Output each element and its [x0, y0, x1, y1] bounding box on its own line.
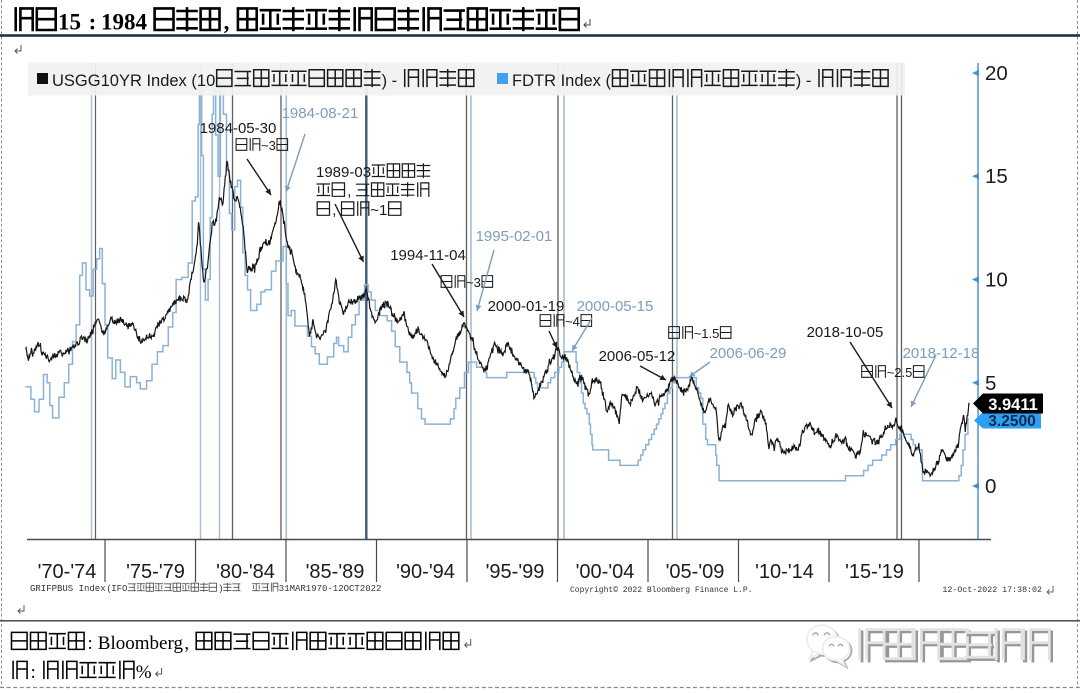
svg-text:2018-10-05: 2018-10-05	[807, 324, 884, 341]
svg-text:'90-'94: '90-'94	[396, 561, 455, 583]
svg-text:15: 15	[58, 10, 81, 35]
svg-text:1995-02-01: 1995-02-01	[476, 228, 553, 245]
svg-text:'85-'89: '85-'89	[306, 561, 365, 583]
svg-text::: :	[31, 662, 36, 683]
svg-text:12-Oct-2022 17:38:02: 12-Oct-2022 17:38:02	[942, 586, 1042, 595]
svg-text:~1.5: ~1.5	[694, 326, 720, 341]
svg-text:Copyright© 2022 Bloomberg Fina: Copyright© 2022 Bloomberg Finance L.P.	[570, 586, 752, 595]
svg-text:%: %	[136, 662, 152, 683]
svg-text:10: 10	[985, 269, 1008, 292]
svg-text:) -: ) -	[382, 72, 398, 90]
svg-text:,: ,	[347, 183, 351, 200]
svg-text:1984: 1984	[101, 10, 148, 35]
svg-text:~1: ~1	[370, 202, 387, 219]
svg-text:3.9411: 3.9411	[988, 396, 1038, 414]
svg-text:1989-03: 1989-03	[316, 164, 371, 181]
svg-text:20: 20	[985, 62, 1008, 85]
svg-text:'15-'19: '15-'19	[845, 561, 904, 583]
svg-text::: :	[89, 10, 97, 35]
svg-text:2006-06-29: 2006-06-29	[710, 345, 787, 362]
svg-text:USGG10YR Index (10: USGG10YR Index (10	[52, 72, 215, 90]
svg-text:Bloomberg: Bloomberg	[98, 633, 184, 654]
svg-text:~3: ~3	[466, 275, 481, 290]
svg-text:'00-'04: '00-'04	[576, 561, 635, 583]
svg-text:(: (	[106, 584, 111, 594]
svg-text:GRIFPBUS Index: GRIFPBUS Index	[30, 584, 106, 594]
svg-text:): )	[218, 584, 223, 594]
svg-text:FDTR Index (: FDTR Index (	[512, 72, 612, 90]
svg-text:,: ,	[332, 202, 336, 219]
svg-text:'75-'79: '75-'79	[126, 561, 185, 583]
svg-text:2000-01-19: 2000-01-19	[488, 298, 565, 315]
svg-text:IFO: IFO	[111, 584, 127, 594]
svg-text:~4: ~4	[565, 314, 580, 329]
svg-text::: :	[88, 633, 93, 654]
svg-text:2000-05-15: 2000-05-15	[577, 298, 654, 315]
svg-text:1994-11-04: 1994-11-04	[390, 247, 466, 264]
svg-text:'80-'84: '80-'84	[216, 561, 275, 583]
svg-text:~2.5: ~2.5	[887, 365, 913, 380]
svg-text:31MAR1970-12OCT2022: 31MAR1970-12OCT2022	[279, 584, 382, 594]
svg-text:) -: ) -	[796, 72, 812, 90]
svg-text:,: ,	[184, 633, 189, 654]
svg-text:2018-12-18: 2018-12-18	[903, 345, 980, 362]
svg-text:3.2500: 3.2500	[988, 413, 1035, 430]
svg-text:'10-'14: '10-'14	[755, 561, 814, 583]
svg-text:~3: ~3	[261, 138, 276, 153]
svg-text:1984-08-21: 1984-08-21	[282, 105, 359, 122]
svg-text:2006-05-12: 2006-05-12	[599, 348, 676, 365]
svg-text:,: ,	[224, 10, 230, 35]
svg-text:1984-05-30: 1984-05-30	[200, 120, 277, 137]
svg-text:0: 0	[985, 475, 996, 498]
svg-text:'95-'99: '95-'99	[486, 561, 545, 583]
svg-text:'05-'09: '05-'09	[666, 561, 725, 583]
svg-text:'70-'74: '70-'74	[38, 561, 97, 583]
svg-text:15: 15	[985, 165, 1008, 188]
svg-text:5: 5	[985, 372, 996, 395]
